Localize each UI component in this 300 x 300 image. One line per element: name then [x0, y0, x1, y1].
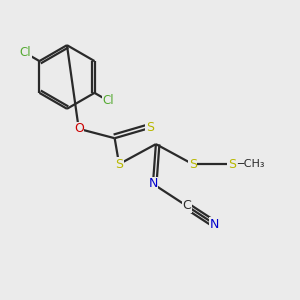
Text: S: S	[146, 122, 154, 134]
Text: Cl: Cl	[103, 94, 114, 107]
Text: N: N	[210, 218, 220, 231]
Text: C: C	[182, 200, 191, 212]
Text: ─CH₃: ─CH₃	[237, 159, 264, 169]
Text: S: S	[189, 158, 197, 171]
Text: S: S	[228, 158, 236, 171]
Text: Cl: Cl	[20, 46, 31, 59]
Text: N: N	[148, 177, 158, 190]
Text: O: O	[74, 122, 84, 135]
Text: S: S	[115, 158, 123, 171]
